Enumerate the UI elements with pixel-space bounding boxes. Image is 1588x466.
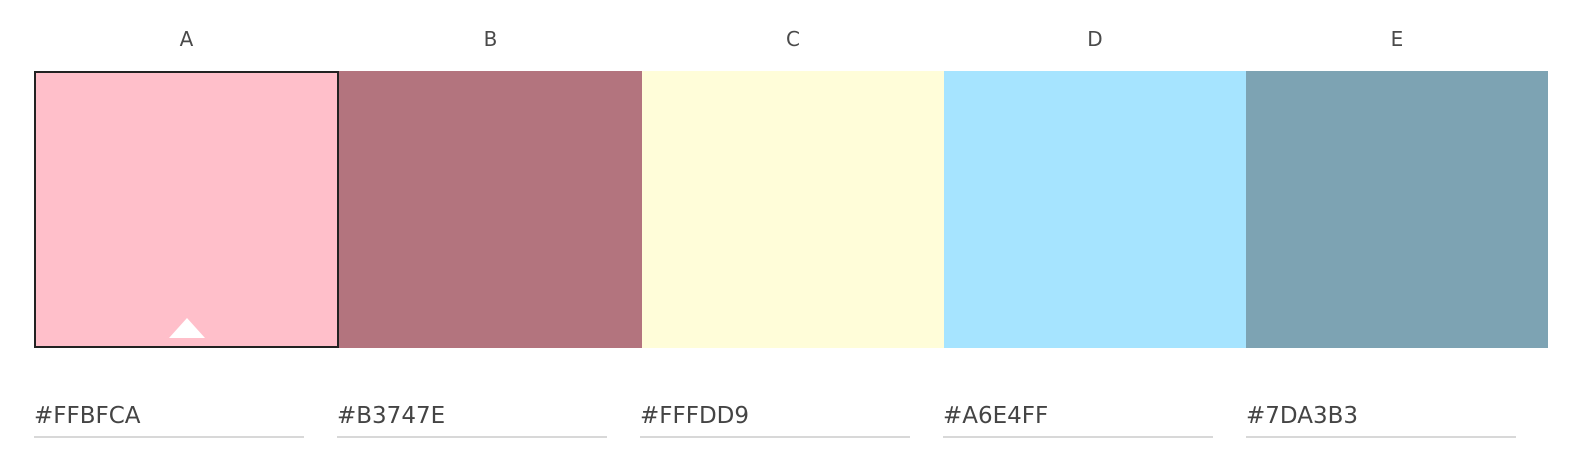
color-palette: A B C D E [34, 0, 1548, 466]
swatch-e[interactable] [1246, 71, 1548, 348]
hex-input-b[interactable] [337, 396, 607, 438]
hex-input-c[interactable] [640, 396, 910, 438]
swatch-a[interactable] [34, 71, 339, 348]
column-label-b: B [483, 27, 498, 51]
swatch-d[interactable] [944, 71, 1246, 348]
triangle-up-icon [168, 318, 205, 338]
hex-input-a[interactable] [34, 396, 304, 438]
column-label-d: D [1087, 27, 1103, 51]
hex-cell-c [640, 396, 943, 442]
hex-cell-d [943, 396, 1246, 442]
hex-field-row [34, 396, 1548, 442]
column-labels: A B C D E [34, 24, 1548, 54]
hex-cell-b [337, 396, 640, 442]
hex-cell-e [1246, 396, 1548, 442]
column-label-c: C [786, 27, 800, 51]
swatch-row [34, 71, 1548, 348]
swatch-b[interactable] [339, 71, 642, 348]
swatch-c[interactable] [642, 71, 944, 348]
hex-input-e[interactable] [1246, 396, 1516, 438]
hex-input-d[interactable] [943, 396, 1213, 438]
column-label-a: A [179, 27, 194, 51]
column-label-e: E [1390, 27, 1404, 51]
hex-cell-a [34, 396, 337, 442]
